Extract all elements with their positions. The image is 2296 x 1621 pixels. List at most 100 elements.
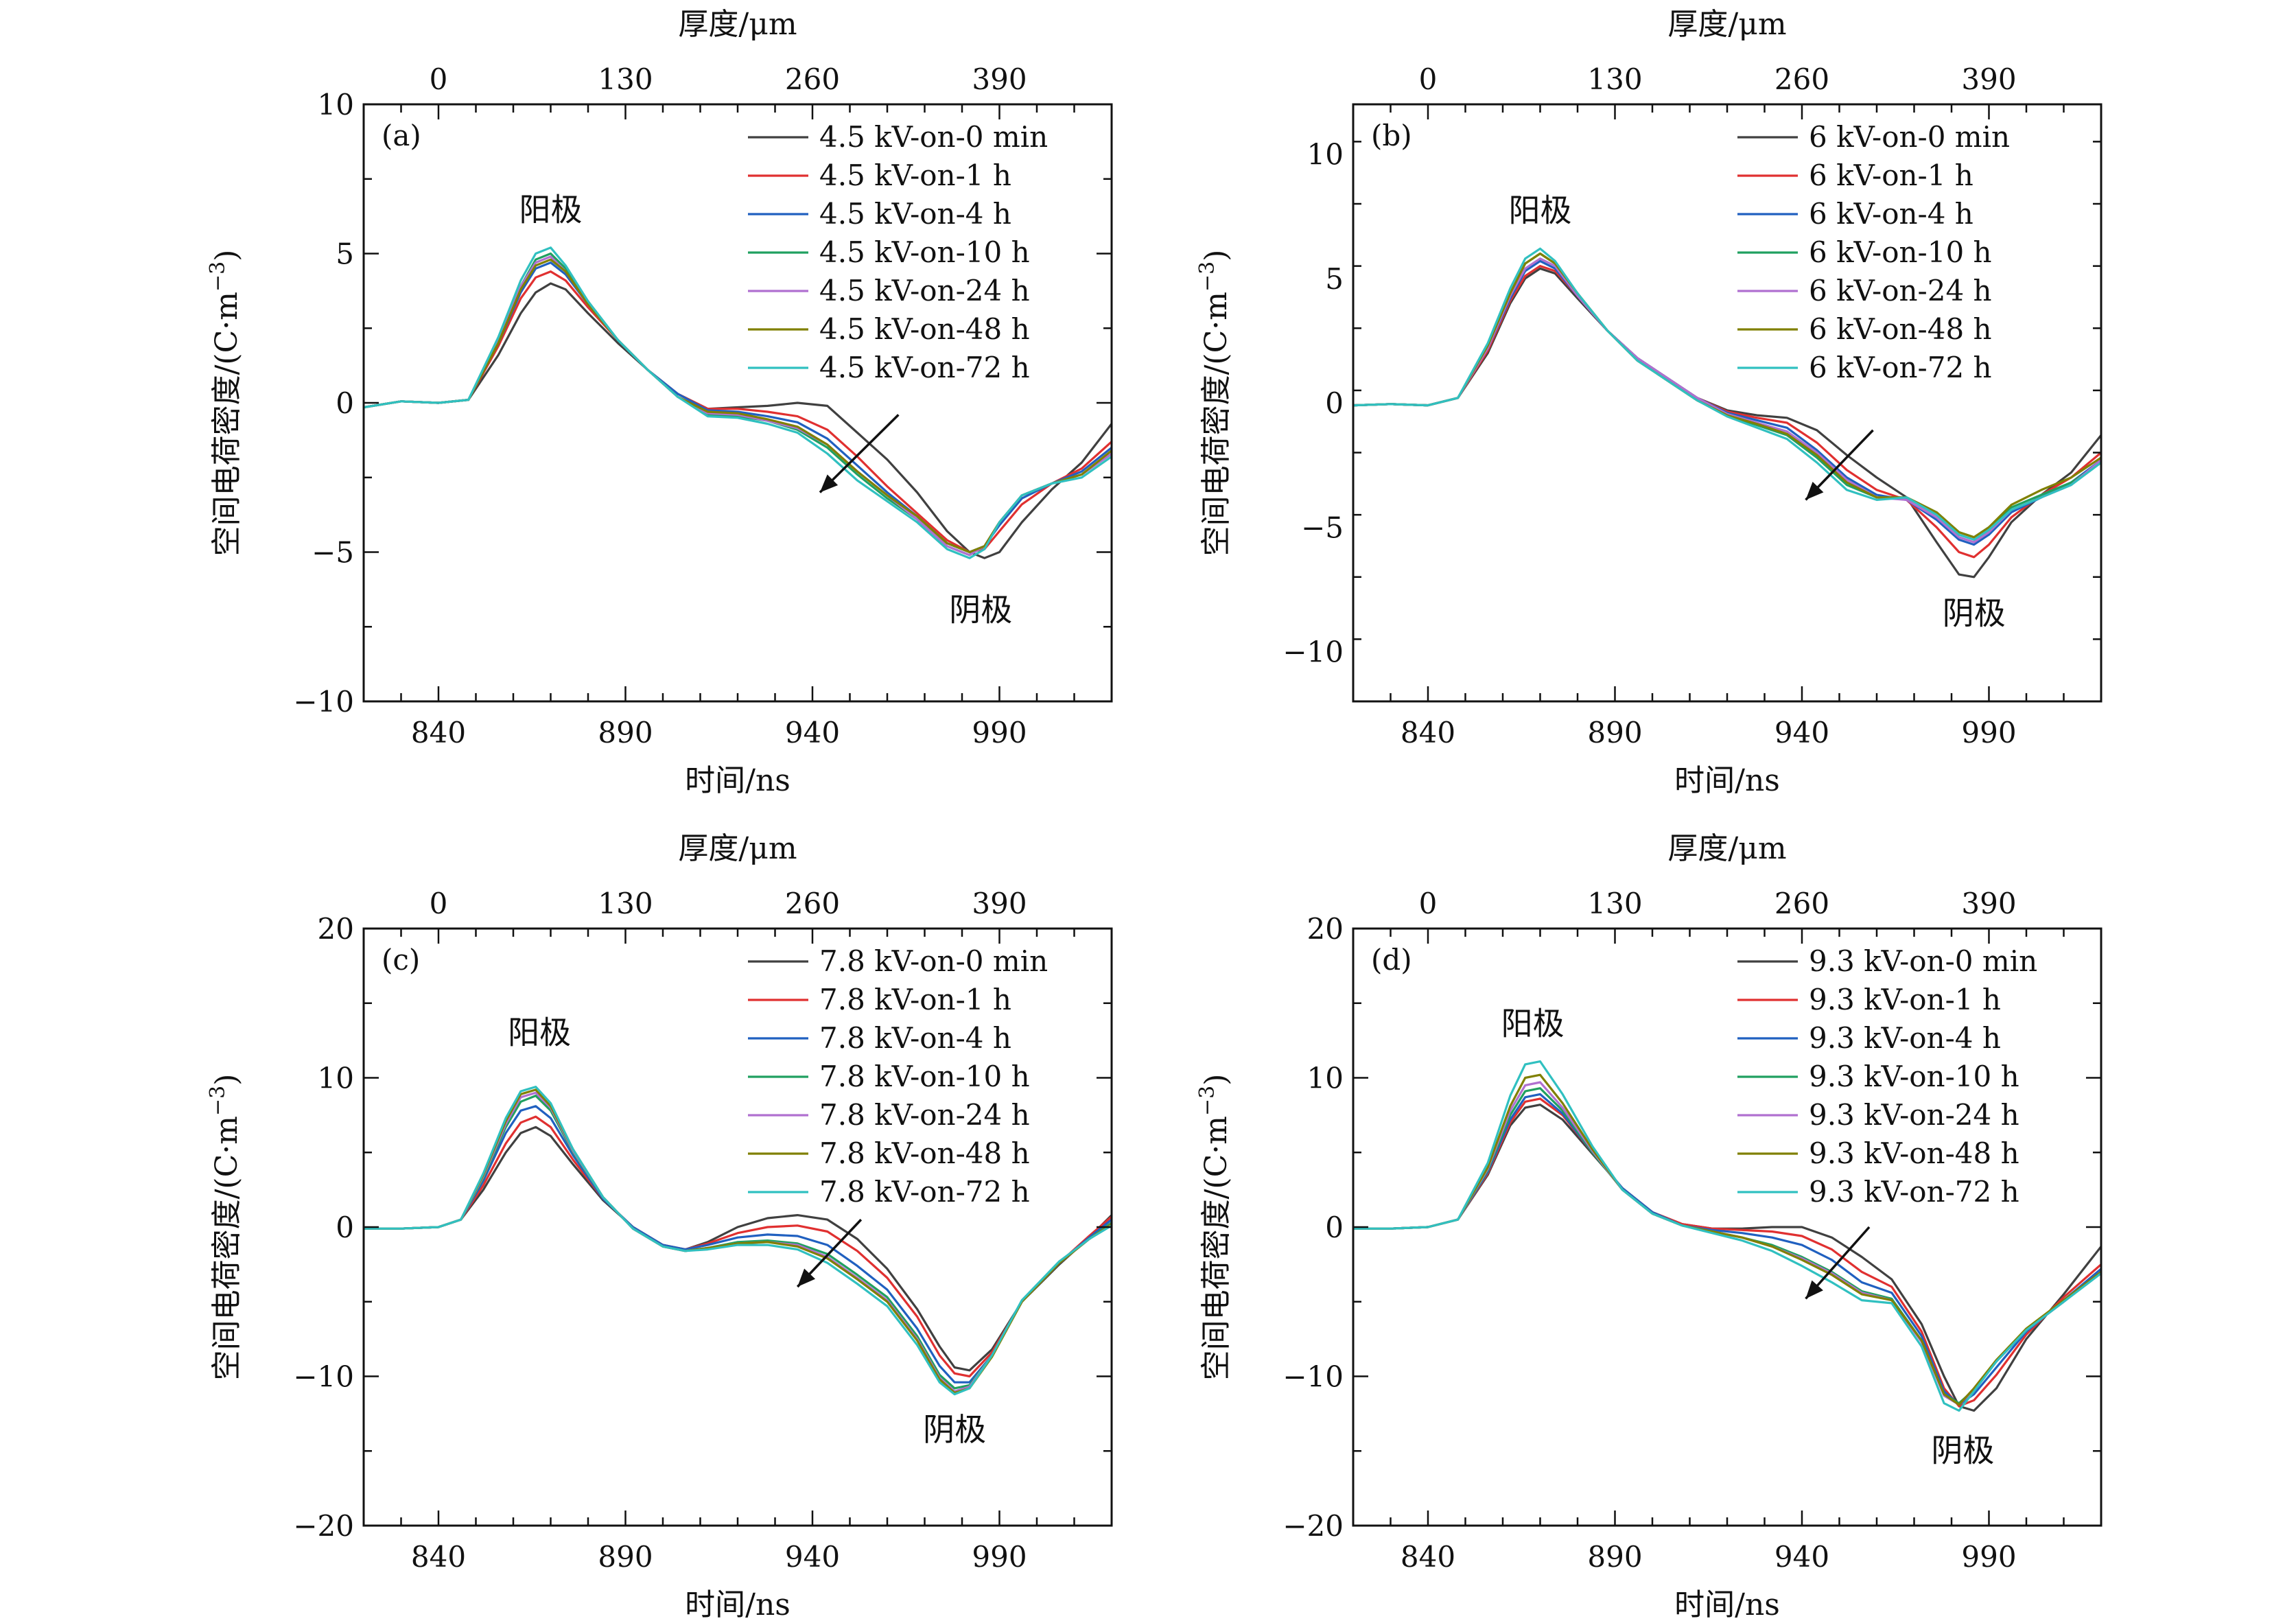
legend-label-1: 6 kV-on-0 min bbox=[1809, 120, 2010, 154]
x-tick-label: 840 bbox=[411, 1540, 466, 1574]
x2-tick-label: 0 bbox=[430, 887, 448, 920]
x2-tick-label: 260 bbox=[1774, 62, 1829, 96]
x2-axis-title: 厚度/μm bbox=[678, 831, 797, 866]
y-tick-label: 0 bbox=[1325, 386, 1344, 420]
legend-label-2: 9.3 kV-on-1 h bbox=[1809, 983, 2001, 1016]
x2-tick-label: 0 bbox=[1419, 887, 1438, 920]
x-axis-title: 时间/ns bbox=[1674, 763, 1780, 798]
x2-tick-label: 390 bbox=[972, 62, 1027, 96]
series-line-3 bbox=[364, 1105, 1112, 1384]
y-tick-label: −10 bbox=[1282, 1360, 1344, 1394]
series-line-1 bbox=[364, 1126, 1112, 1372]
legend-label-5: 6 kV-on-24 h bbox=[1809, 274, 1992, 307]
x-tick-label: 990 bbox=[1961, 716, 2016, 749]
x2-axis-title: 厚度/μm bbox=[1667, 7, 1786, 42]
y-axis-title-sup: −3 bbox=[1195, 261, 1219, 292]
y-tick-label: 0 bbox=[336, 386, 354, 420]
chart-panel-c: 840 890 940 990 0 130 260 390 −20 −10 0 10 20 时间/ns 厚度… bbox=[206, 831, 1113, 1621]
series-group bbox=[1353, 247, 2101, 579]
x-tick-label: 990 bbox=[972, 1540, 1027, 1574]
cathode-annotation: 阴极 bbox=[1931, 1432, 1994, 1469]
legend-label-2: 4.5 kV-on-1 h bbox=[819, 159, 1011, 192]
panel-label: (d) bbox=[1371, 943, 1412, 977]
y-tick-label: 10 bbox=[318, 88, 354, 121]
x-tick-label: 940 bbox=[1774, 1540, 1829, 1574]
x2-tick-label: 130 bbox=[598, 887, 653, 920]
y-axis-title-main: 空间电荷密度/(C·m bbox=[1199, 292, 1234, 556]
x-tick-label: 940 bbox=[785, 716, 840, 749]
y-tick-label: −10 bbox=[1282, 635, 1344, 669]
y-axis-title-sup: −3 bbox=[206, 1086, 230, 1116]
series-line-7 bbox=[364, 1085, 1112, 1396]
x-tick-label: 890 bbox=[1587, 716, 1642, 749]
legend-label-3: 7.8 kV-on-4 h bbox=[819, 1021, 1011, 1055]
y-tick-label: 10 bbox=[318, 1062, 354, 1095]
x-tick-label: 840 bbox=[1401, 716, 1455, 749]
y-tick-label: −20 bbox=[293, 1509, 354, 1543]
legend-label-6: 9.3 kV-on-48 h bbox=[1809, 1136, 2019, 1170]
legend-label-6: 6 kV-on-48 h bbox=[1809, 312, 1992, 346]
x2-tick-label: 260 bbox=[785, 887, 840, 920]
series-group bbox=[364, 246, 1112, 559]
legend-label-7: 6 kV-on-72 h bbox=[1809, 351, 1992, 384]
legend-label-4: 9.3 kV-on-10 h bbox=[1809, 1060, 2019, 1093]
legend-label-5: 7.8 kV-on-24 h bbox=[819, 1098, 1030, 1132]
x2-tick-label: 390 bbox=[1961, 887, 2016, 920]
y-axis-title-sup: −3 bbox=[1195, 1086, 1219, 1116]
legend-label-2: 7.8 kV-on-1 h bbox=[819, 983, 1011, 1016]
x2-tick-label: 260 bbox=[1774, 887, 1829, 920]
legend-label-2: 6 kV-on-1 h bbox=[1809, 159, 1973, 192]
x-tick-label: 890 bbox=[598, 1540, 653, 1574]
x2-tick-label: 390 bbox=[972, 887, 1027, 920]
y-tick-label: −5 bbox=[1301, 511, 1344, 544]
panel-label: (a) bbox=[382, 119, 421, 152]
legend-label-4: 6 kV-on-10 h bbox=[1809, 235, 1992, 269]
legend-label-5: 9.3 kV-on-24 h bbox=[1809, 1098, 2019, 1132]
series-group bbox=[1353, 1060, 2101, 1412]
x-axis-title: 时间/ns bbox=[685, 763, 790, 798]
series-line-7 bbox=[1353, 1060, 2101, 1412]
series-line-1 bbox=[364, 282, 1112, 559]
series-line-2 bbox=[364, 270, 1112, 554]
trend-arrow-head bbox=[1805, 1280, 1823, 1299]
x2-tick-label: 390 bbox=[1961, 62, 2016, 96]
y-axis-title: 空间电荷密度/(C·m−3) bbox=[1195, 250, 1234, 557]
trend-arrow-head bbox=[797, 1268, 816, 1287]
series-line-2 bbox=[1353, 265, 2101, 559]
x-tick-label: 890 bbox=[598, 716, 653, 749]
series-line-7 bbox=[364, 246, 1112, 559]
x-axis-title: 时间/ns bbox=[685, 1587, 790, 1621]
trend-arrow-head bbox=[819, 474, 839, 493]
cathode-annotation: 阴极 bbox=[923, 1411, 986, 1448]
y-axis-title-end: ) bbox=[1199, 250, 1234, 261]
y-tick-label: 0 bbox=[1325, 1211, 1344, 1244]
y-axis-title-main: 空间电荷密度/(C·m bbox=[1199, 1116, 1234, 1380]
x-tick-label: 890 bbox=[1587, 1540, 1642, 1574]
series-line-2 bbox=[364, 1115, 1112, 1378]
x-axis-title: 时间/ns bbox=[1674, 1587, 1780, 1621]
legend-label-6: 4.5 kV-on-48 h bbox=[819, 312, 1030, 346]
chart-panel-a: 840 890 940 990 0 130 260 390 −10 −5 0 5 10 时间/ns 厚度/μ… bbox=[206, 7, 1113, 798]
legend-label-7: 7.8 kV-on-72 h bbox=[819, 1175, 1030, 1209]
y-axis-title-end: ) bbox=[209, 1074, 244, 1086]
x-tick-label: 940 bbox=[1774, 716, 1829, 749]
y-axis-title: 空间电荷密度/(C·m−3) bbox=[206, 250, 244, 557]
y-tick-label: −20 bbox=[1282, 1509, 1344, 1543]
series-line-7 bbox=[1353, 247, 2101, 541]
x2-tick-label: 260 bbox=[785, 62, 840, 96]
anode-annotation: 阳极 bbox=[508, 1014, 571, 1051]
y-tick-label: −5 bbox=[312, 536, 354, 570]
y-axis-title: 空间电荷密度/(C·m−3) bbox=[1195, 1074, 1234, 1381]
legend-label-5: 4.5 kV-on-24 h bbox=[819, 274, 1030, 307]
series-line-4 bbox=[1353, 1087, 2101, 1405]
x-tick-label: 990 bbox=[972, 716, 1027, 749]
y-axis-title-main: 空间电荷密度/(C·m bbox=[209, 1116, 244, 1380]
x2-tick-label: 0 bbox=[1419, 62, 1438, 96]
y-tick-label: 5 bbox=[336, 237, 354, 271]
x-tick-label: 840 bbox=[1401, 1540, 1455, 1574]
y-tick-label: 0 bbox=[336, 1211, 354, 1244]
legend-label-7: 4.5 kV-on-72 h bbox=[819, 351, 1030, 384]
y-tick-label: −10 bbox=[293, 685, 354, 719]
legend-label-7: 9.3 kV-on-72 h bbox=[1809, 1175, 2019, 1209]
x2-tick-label: 130 bbox=[598, 62, 653, 96]
